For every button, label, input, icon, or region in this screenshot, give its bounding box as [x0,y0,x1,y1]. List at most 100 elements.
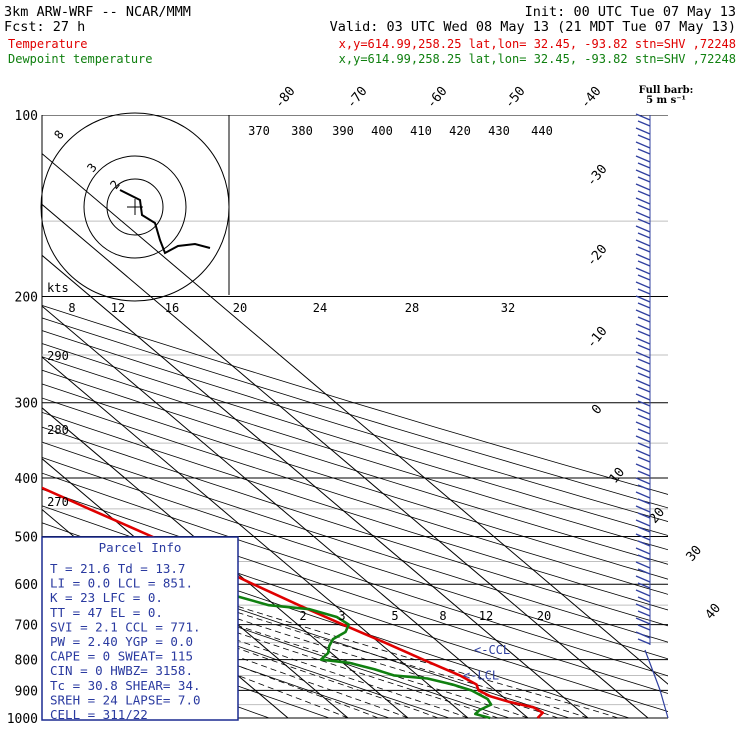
isotherm-label: 10 [607,465,629,487]
hodograph-ring [83,155,187,259]
wind-barb [635,225,651,239]
isotherm-label: 0 [589,402,606,418]
temperature-legend: Temperature [8,37,87,51]
wind-barb [635,169,651,183]
mixing-ratio-label: 3 [338,609,345,623]
hodograph-trace [119,189,211,255]
mixing-ratio-label: 20 [537,609,551,623]
parcel-info-row: T = 21.6 Td = 13.7 [50,561,185,576]
wind-barb [635,281,651,295]
moist-adiabat [42,561,499,719]
dry-adiabat [42,456,668,660]
mixing-ratio-label: 2 [299,609,306,623]
parcel-info-row: CAPE = 0 SWEAT= 115 [50,649,193,664]
hodograph-speed-label: 8 [68,301,75,315]
wind-barb [635,393,651,407]
parcel-info-row: LI = 0.0 LCL = 851. [50,576,193,591]
wind-barb [635,253,651,267]
pressure-label-100: 100 [15,109,38,124]
pressure-label-300: 300 [15,397,38,412]
wind-barb [635,519,651,533]
hodograph-speed-label: 32 [501,301,515,315]
wind-barb [635,463,651,477]
wind-barb [635,267,651,281]
dry-adiabat [42,441,668,643]
theta-label: 390 [332,124,354,138]
wind-barb [635,477,651,491]
wind-barb [635,533,651,547]
theta-label: 440 [531,124,553,138]
ccl-annotation: <-CCL [474,643,510,657]
theta-label: 290 [47,349,69,363]
valid-time: Valid: 03 UTC Wed 08 May 13 (21 MDT Tue … [330,19,736,35]
isotherm-label: -30 [584,162,611,190]
dry-adiabat [42,488,668,694]
isotherm-label: -40 [578,84,605,112]
hodograph-speed-label: 28 [405,301,419,315]
wind-barb [635,337,651,351]
init-time: Init: 00 UTC Tue 07 May 13 [525,4,736,20]
mixing-ratio-label: 5 [391,609,398,623]
parcel-info-row: SVI = 2.1 CCL = 771. [50,619,201,634]
isotherm [42,305,529,719]
parcel-info-row: SREH = 24 LAPSE= 7.0 [50,692,201,707]
pressure-label-800: 800 [15,654,38,669]
pressure-label-600: 600 [15,578,38,593]
theta-label: 380 [291,124,313,138]
dry-adiabat [42,397,668,595]
dry-adiabat [42,472,668,677]
dewpoint-station-info: x,y=614.99,258.25 lat,lon= 32.45, -93.82… [339,52,736,66]
barb-unit-label: 5 m s⁻¹ [646,95,686,106]
wind-barb [635,603,651,617]
wind-barb [635,631,651,645]
pressure-label-1000: 1000 [7,712,38,727]
pressure-label-400: 400 [15,472,38,487]
wind-barb [635,575,651,589]
parcel-info-row: CELL = 311/22 [50,707,148,722]
model-title: 3km ARW-WRF -- NCAR/MMM [4,4,191,20]
wind-barb [635,309,651,323]
theta-label: 270 [47,495,69,509]
dry-adiabat [42,426,668,627]
wind-barb [635,365,651,379]
thermo-grid [42,115,668,719]
theta-label: 410 [410,124,432,138]
wind-barb [635,379,651,393]
full-barb-label: Full barb: [639,85,694,96]
wind-barb [635,435,651,449]
wind-barb [635,141,651,155]
wind-barb [635,547,651,561]
dry-adiabat [42,317,668,509]
hodograph-speed-label: 12 [111,301,125,315]
moist-adiabat [42,595,349,719]
wind-barb [635,617,651,631]
theta-label: 280 [47,423,69,437]
wind-barb [635,211,651,225]
isotherm-label: 40 [703,601,725,623]
mixing-ratio-label: 12 [479,609,493,623]
parcel-info-title: Parcel Info [99,540,182,555]
wind-barb [635,197,651,211]
hodograph-unit: kts [47,281,69,295]
hodograph-speed-label: 20 [233,301,247,315]
wind-barb [635,351,651,365]
wind-barbs [635,113,669,719]
isotherm-label: -50 [502,84,529,112]
wind-barb [635,561,651,575]
isotherm [42,356,469,719]
theta-label: 370 [248,124,270,138]
parcel-info-row: Tc = 30.8 SHEAR= 34. [50,678,201,693]
wind-barb [635,113,651,127]
wind-barb [635,239,651,253]
hodograph-ring [106,178,164,236]
isotherm-label: 30 [684,543,706,565]
pressure-label-900: 900 [15,684,38,699]
dry-adiabat [42,383,668,580]
hodograph-ring-label: 8 [51,128,66,142]
moist-adiabat [42,545,589,719]
moist-adiabat [42,540,619,719]
wind-barb [635,505,651,519]
isotherm-label: -80 [272,84,299,112]
wind-barb [635,589,651,603]
